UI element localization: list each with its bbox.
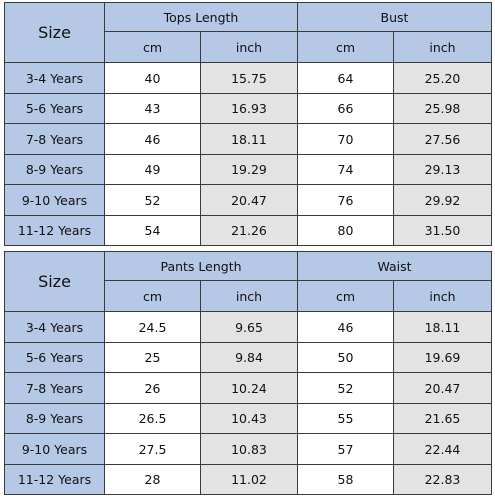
size-label: 3-4 Years bbox=[4, 311, 105, 343]
size-label: 11-12 Years bbox=[4, 464, 105, 495]
unit-header: cm bbox=[104, 280, 201, 312]
measurement: 55 bbox=[297, 403, 394, 434]
measurement: 29.92 bbox=[393, 184, 492, 216]
size-label: 5-6 Years bbox=[4, 342, 105, 373]
measurement: 24.5 bbox=[104, 311, 201, 343]
unit-header: cm bbox=[104, 31, 201, 63]
measurement: 19.29 bbox=[200, 154, 298, 185]
unit-header: inch bbox=[393, 31, 492, 63]
measurement: 49 bbox=[104, 154, 201, 185]
unit-header: cm bbox=[297, 31, 394, 63]
measurement: 21.26 bbox=[200, 215, 298, 246]
size-label: 8-9 Years bbox=[4, 403, 105, 434]
measurement: 29.13 bbox=[393, 154, 492, 185]
measurement: 40 bbox=[104, 62, 201, 94]
unit-header: inch bbox=[393, 280, 492, 312]
measurement: 25.20 bbox=[393, 62, 492, 94]
measurement: 18.11 bbox=[200, 123, 298, 155]
measurement: 10.24 bbox=[200, 372, 298, 404]
measurement: 20.47 bbox=[200, 184, 298, 216]
measurement: 15.75 bbox=[200, 62, 298, 94]
unit-header: cm bbox=[297, 280, 394, 312]
size-label: 8-9 Years bbox=[4, 154, 105, 185]
size-label: 3-4 Years bbox=[4, 62, 105, 94]
size-header: Size bbox=[4, 2, 105, 63]
measurement: 28 bbox=[104, 464, 201, 495]
measurement: 74 bbox=[297, 154, 394, 185]
group-header: Pants Length bbox=[104, 251, 298, 281]
size-header: Size bbox=[4, 251, 105, 312]
group-header: Tops Length bbox=[104, 2, 298, 32]
measurement: 10.43 bbox=[200, 403, 298, 434]
measurement: 64 bbox=[297, 62, 394, 94]
measurement: 76 bbox=[297, 184, 394, 216]
group-header: Bust bbox=[297, 2, 492, 32]
measurement: 70 bbox=[297, 123, 394, 155]
measurement: 9.84 bbox=[200, 342, 298, 373]
size-label: 9-10 Years bbox=[4, 433, 105, 465]
measurement: 57 bbox=[297, 433, 394, 465]
measurement: 50 bbox=[297, 342, 394, 373]
measurement: 19.69 bbox=[393, 342, 492, 373]
measurement: 26 bbox=[104, 372, 201, 404]
measurement: 9.65 bbox=[200, 311, 298, 343]
measurement: 10.83 bbox=[200, 433, 298, 465]
size-label: 5-6 Years bbox=[4, 93, 105, 124]
measurement: 25 bbox=[104, 342, 201, 373]
measurement: 16.93 bbox=[200, 93, 298, 124]
measurement: 52 bbox=[297, 372, 394, 404]
measurement: 11.02 bbox=[200, 464, 298, 495]
measurement: 80 bbox=[297, 215, 394, 246]
size-label: 11-12 Years bbox=[4, 215, 105, 246]
measurement: 26.5 bbox=[104, 403, 201, 434]
measurement: 21.65 bbox=[393, 403, 492, 434]
measurement: 46 bbox=[104, 123, 201, 155]
measurement: 43 bbox=[104, 93, 201, 124]
measurement: 27.56 bbox=[393, 123, 492, 155]
size-label: 7-8 Years bbox=[4, 123, 105, 155]
unit-header: inch bbox=[200, 31, 298, 63]
measurement: 18.11 bbox=[393, 311, 492, 343]
measurement: 46 bbox=[297, 311, 394, 343]
measurement: 22.83 bbox=[393, 464, 492, 495]
measurement: 54 bbox=[104, 215, 201, 246]
measurement: 20.47 bbox=[393, 372, 492, 404]
measurement: 25.98 bbox=[393, 93, 492, 124]
measurement: 22.44 bbox=[393, 433, 492, 465]
group-header: Waist bbox=[297, 251, 492, 281]
unit-header: inch bbox=[200, 280, 298, 312]
measurement: 27.5 bbox=[104, 433, 201, 465]
measurement: 52 bbox=[104, 184, 201, 216]
measurement: 66 bbox=[297, 93, 394, 124]
measurement: 58 bbox=[297, 464, 394, 495]
size-label: 7-8 Years bbox=[4, 372, 105, 404]
measurement: 31.50 bbox=[393, 215, 492, 246]
size-label: 9-10 Years bbox=[4, 184, 105, 216]
